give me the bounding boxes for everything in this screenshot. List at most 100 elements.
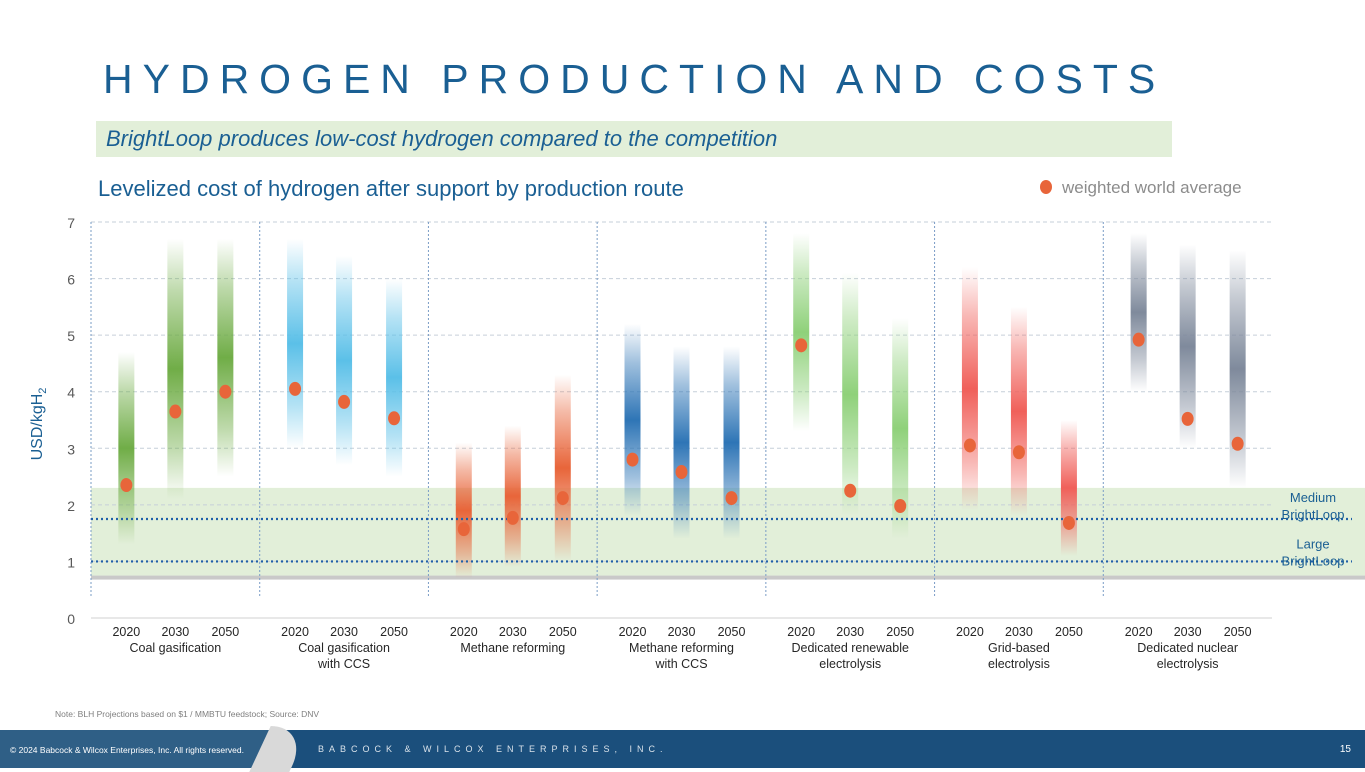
range-bar	[673, 346, 690, 539]
year-label: 2030	[836, 625, 864, 639]
range-bar	[624, 323, 641, 517]
group-label: Methane reforming	[629, 641, 734, 655]
footer-copyright: © 2024 Babcock & Wilcox Enterprises, Inc…	[10, 745, 244, 755]
range-bar	[793, 233, 810, 432]
year-label: 2050	[211, 625, 239, 639]
year-label: 2030	[1174, 625, 1202, 639]
legend-label: weighted world average	[1062, 178, 1242, 197]
year-label: 2020	[112, 625, 140, 639]
average-dot	[963, 438, 976, 453]
year-label: 2050	[1224, 625, 1252, 639]
reference-label: BrightLoop	[1282, 553, 1345, 568]
chart-legend: weighted world average	[1040, 178, 1242, 198]
year-label: 2020	[281, 625, 309, 639]
year-label: 2030	[330, 625, 358, 639]
year-label: 2050	[886, 625, 914, 639]
range-bar	[217, 238, 234, 477]
y-tick-label: 6	[67, 272, 75, 288]
year-label: 2030	[161, 625, 189, 639]
group-label: with CCS	[317, 657, 370, 671]
group-label: electrolysis	[988, 657, 1050, 671]
range-bar	[842, 272, 859, 517]
group-label: Methane reforming	[460, 641, 565, 655]
average-dot	[1132, 332, 1145, 347]
y-tick-label: 7	[67, 215, 75, 231]
average-dot	[894, 498, 907, 513]
footer-left-panel	[0, 730, 276, 768]
y-tick-label: 4	[67, 385, 75, 401]
year-label: 2030	[668, 625, 696, 639]
footer: © 2024 Babcock & Wilcox Enterprises, Inc…	[0, 726, 1365, 772]
source-note: Note: BLH Projections based on $1 / MMBT…	[55, 709, 320, 719]
average-dot	[1012, 445, 1025, 460]
subtitle: BrightLoop produces low-cost hydrogen co…	[106, 126, 778, 151]
range-bar	[892, 318, 909, 539]
year-label: 2030	[1005, 625, 1033, 639]
reference-label: Medium	[1290, 490, 1336, 505]
average-dot	[457, 522, 470, 537]
average-dot	[1231, 436, 1244, 451]
page-number: 15	[1339, 744, 1351, 755]
range-bar	[723, 346, 740, 539]
y-tick-label: 0	[67, 611, 75, 627]
year-label: 2050	[549, 625, 577, 639]
year-label: 2030	[499, 625, 527, 639]
range-bar	[1179, 244, 1196, 449]
chart-title: Levelized cost of hydrogen after support…	[98, 176, 684, 201]
average-dot	[289, 381, 302, 396]
average-dot	[1181, 411, 1194, 426]
y-tick-label: 1	[67, 554, 75, 570]
average-dot	[795, 338, 808, 353]
range-bar	[554, 374, 571, 562]
range-bar	[1130, 233, 1147, 392]
average-dot	[1062, 515, 1075, 530]
average-dot	[626, 452, 639, 467]
range-bar	[455, 442, 472, 579]
year-label: 2050	[380, 625, 408, 639]
slide-title: HYDROGEN PRODUCTION AND COSTS	[103, 56, 1166, 102]
y-tick-label: 2	[67, 498, 75, 514]
group-label: Dedicated renewable	[791, 641, 908, 655]
brightloop-band-shadow	[91, 575, 1365, 580]
y-axis-label: USD/kgH2	[29, 388, 49, 461]
group-label: Grid-based	[988, 641, 1050, 655]
average-dot	[338, 394, 351, 409]
range-bar	[1060, 420, 1077, 556]
average-dot	[120, 478, 133, 493]
range-bar	[961, 267, 978, 511]
range-bar	[504, 425, 521, 568]
range-bar	[118, 352, 135, 545]
chart: 0 1 2 3 4 5 6 7 USD/kgH2 2020 2030 2050 Coal gasific…	[29, 215, 1365, 671]
average-dot	[675, 465, 688, 480]
year-label: 2020	[787, 625, 815, 639]
range-bar	[386, 278, 403, 477]
range-bar	[287, 238, 304, 449]
average-dot	[219, 384, 232, 399]
group-label: electrolysis	[819, 657, 881, 671]
average-dot	[725, 491, 738, 506]
group-label: Coal gasification	[129, 641, 221, 655]
average-dot	[506, 510, 519, 525]
reference-label: BrightLoop	[1282, 507, 1345, 522]
group-label: Coal gasification	[298, 641, 390, 655]
legend-dot-icon	[1040, 180, 1052, 194]
year-label: 2020	[956, 625, 984, 639]
year-label: 2020	[619, 625, 647, 639]
average-dot	[844, 483, 857, 498]
footer-company: BABCOCK & WILCOX ENTERPRISES, INC.	[318, 744, 668, 754]
year-label: 2050	[718, 625, 746, 639]
range-bar	[167, 238, 184, 500]
group-label: Dedicated nuclear	[1137, 641, 1238, 655]
y-tick-label: 3	[67, 441, 75, 457]
range-bar	[1229, 250, 1246, 488]
average-dot	[556, 491, 569, 506]
range-bar	[1010, 306, 1027, 517]
y-tick-label: 5	[67, 328, 75, 344]
group-label: with CCS	[654, 657, 707, 671]
average-dot	[388, 411, 401, 426]
reference-label: Large	[1296, 536, 1329, 551]
year-label: 2050	[1055, 625, 1083, 639]
year-label: 2020	[1125, 625, 1153, 639]
range-bar	[336, 255, 353, 466]
subtitle-band: BrightLoop produces low-cost hydrogen co…	[96, 121, 1172, 157]
